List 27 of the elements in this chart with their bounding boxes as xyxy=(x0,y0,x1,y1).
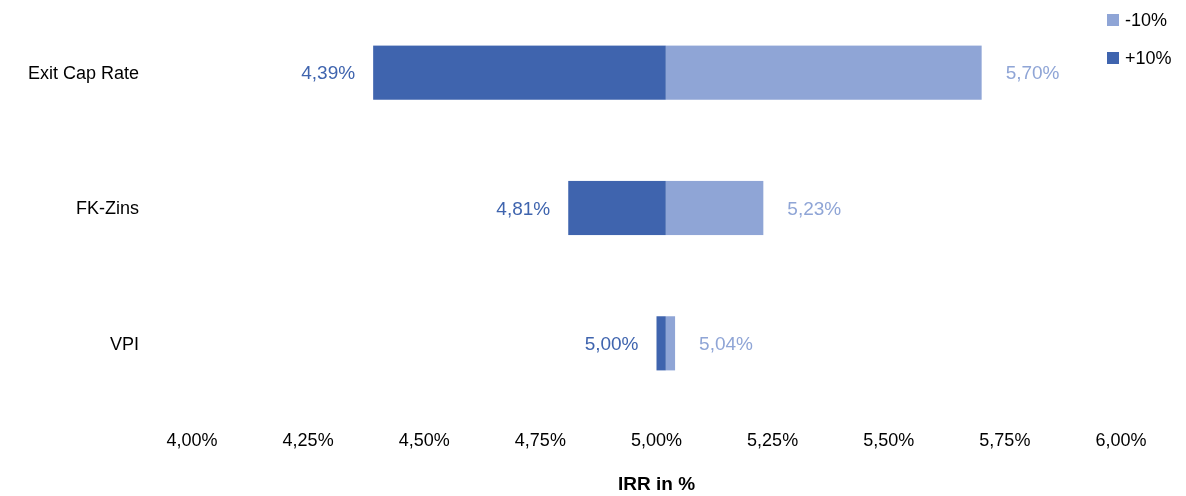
data-label: 5,00% xyxy=(584,332,639,354)
data-label: 4,39% xyxy=(301,62,356,84)
bar xyxy=(373,45,666,100)
x-tick-label: 6,00% xyxy=(1095,430,1147,451)
x-tick-label: 4,00% xyxy=(166,430,218,451)
legend-label: -10% xyxy=(1125,10,1168,31)
y-tick-label: VPI xyxy=(109,333,139,354)
legend-label: +10% xyxy=(1125,48,1172,69)
x-tick-label: 4,75% xyxy=(514,430,566,451)
bar xyxy=(665,180,764,236)
x-tick-label: 4,25% xyxy=(282,430,334,451)
y-tick-label: Exit Cap Rate xyxy=(27,62,139,83)
x-axis-title: IRR in % xyxy=(617,472,696,494)
x-tick-label: 5,00% xyxy=(630,430,683,451)
data-label: 5,04% xyxy=(699,332,754,354)
x-tick-label: 5,50% xyxy=(863,430,915,451)
bar xyxy=(656,316,666,371)
y-tick-label: FK-Zins xyxy=(76,198,139,219)
data-label: 4,81% xyxy=(496,197,551,219)
x-tick-label: 4,50% xyxy=(398,430,450,451)
data-label: 5,23% xyxy=(787,197,842,219)
bar xyxy=(665,45,982,100)
data-label: 5,70% xyxy=(1005,62,1060,84)
x-tick-label: 5,25% xyxy=(747,430,799,451)
x-tick-label: 5,75% xyxy=(979,430,1031,451)
bar xyxy=(568,180,666,236)
bar xyxy=(665,316,676,371)
